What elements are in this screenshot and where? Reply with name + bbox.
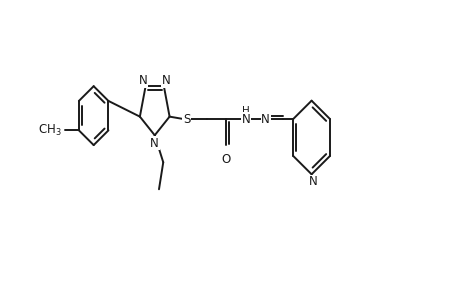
Text: CH$_3$: CH$_3$ xyxy=(38,123,62,138)
Text: S: S xyxy=(183,112,190,126)
Text: H: H xyxy=(242,106,250,116)
Text: N: N xyxy=(139,74,147,87)
Text: N: N xyxy=(241,112,250,126)
Text: N: N xyxy=(162,74,170,87)
Text: N: N xyxy=(308,175,317,188)
Text: N: N xyxy=(261,112,269,126)
Text: N: N xyxy=(150,136,159,150)
Text: O: O xyxy=(221,153,230,167)
